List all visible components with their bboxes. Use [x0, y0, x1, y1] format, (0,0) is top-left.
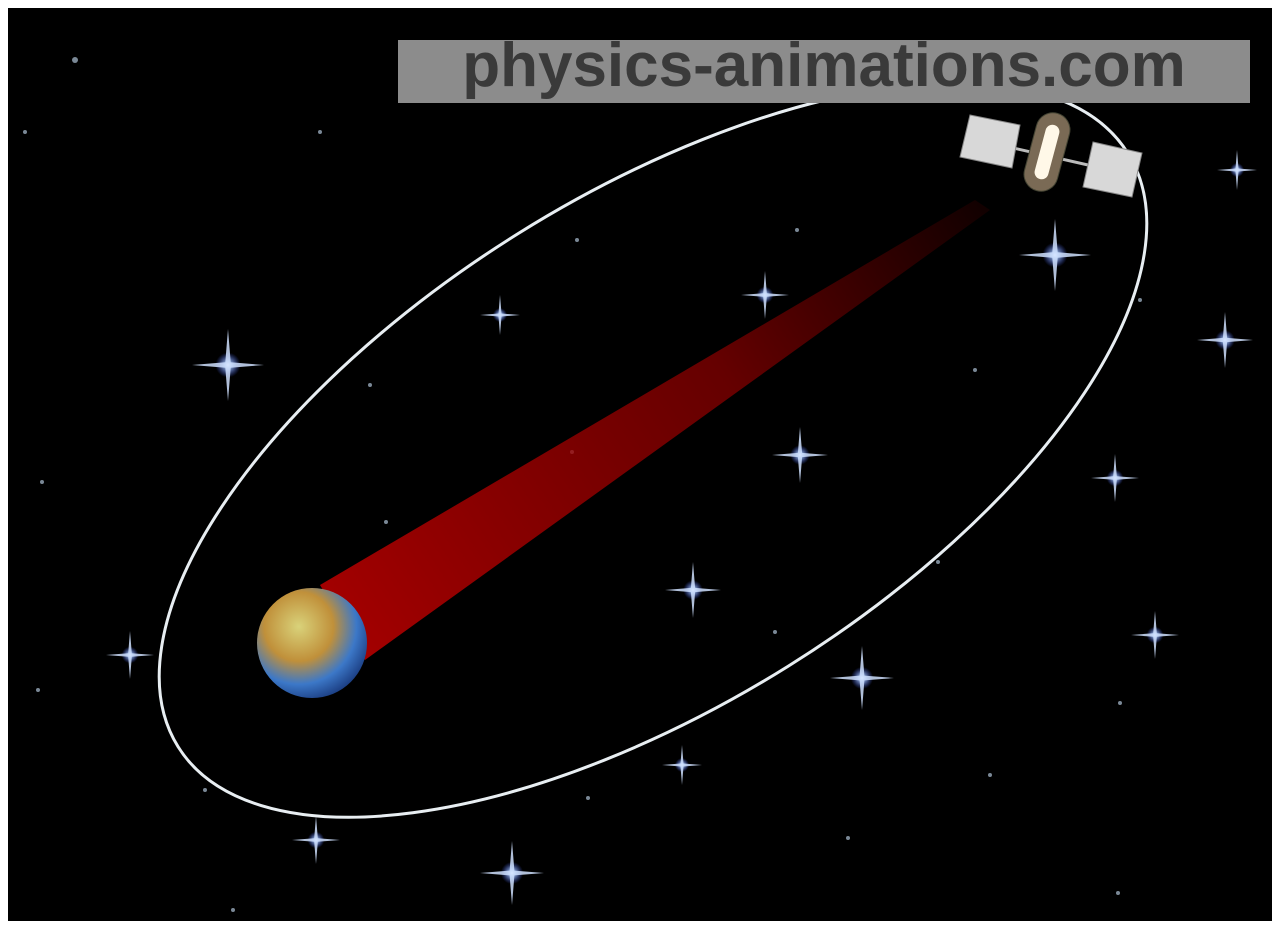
watermark: physics-animations.com	[462, 31, 1186, 100]
scene: physics-animations.com	[0, 0, 1279, 927]
page: physics-animations.com (() => { const da…	[0, 0, 1279, 927]
space-background	[8, 8, 1272, 921]
earth	[257, 588, 367, 698]
